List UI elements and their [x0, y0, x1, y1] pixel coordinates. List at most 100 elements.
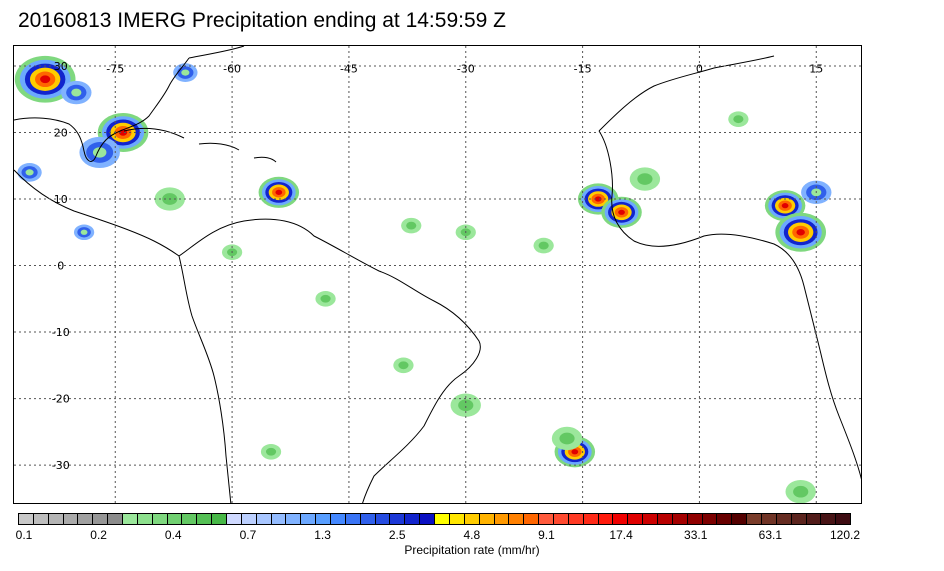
north-america-coast	[14, 57, 190, 162]
latitude-label: -30	[52, 459, 70, 472]
colorbar-swatch	[613, 514, 629, 524]
colorbar-swatch	[375, 514, 391, 524]
colorbar-swatch	[539, 514, 554, 524]
colorbar-tick-label: 33.1	[684, 528, 708, 542]
precipitation-cell	[571, 449, 579, 455]
colorbar-swatch	[152, 514, 168, 524]
central-america-coast	[14, 169, 180, 257]
map-title: 20160813 IMERG Precipitation ending at 1…	[18, 9, 506, 32]
colorbar-swatch	[405, 514, 421, 524]
colorbar-swatch	[628, 514, 644, 524]
colorbar-swatch	[464, 514, 480, 524]
colorbar-swatch	[167, 514, 183, 524]
colorbar-tick-label: 120.2	[829, 528, 861, 542]
colorbar	[18, 513, 851, 525]
longitude-label: 15	[809, 63, 823, 76]
precipitation-cell	[40, 75, 51, 84]
colorbar-swatch	[241, 514, 257, 524]
colorbar-swatch	[137, 514, 153, 524]
latitude-label: 0	[57, 260, 64, 273]
africa-coast	[598, 130, 861, 480]
longitude-label: -45	[340, 63, 358, 76]
colorbar-tick-label: 63.1	[758, 528, 783, 542]
colorbar-swatch	[747, 514, 762, 524]
colorbar-swatch	[553, 514, 569, 524]
latitude-label: -20	[52, 393, 70, 406]
colorbar-tick-label: 0.4	[164, 528, 182, 542]
precipitation-cell	[398, 361, 409, 370]
colorbar-tick-label: 17.4	[609, 528, 633, 542]
precipitation-cell	[458, 399, 474, 412]
colorbar-swatch	[390, 514, 406, 524]
precipitation-layer	[14, 55, 832, 503]
precipitation-cell	[538, 241, 549, 250]
colorbar-swatch	[197, 514, 213, 524]
colorbar-tick-label: 2.5	[388, 528, 406, 542]
colorbar-swatch	[93, 514, 109, 524]
precipitation-map: -75 -60 -45 -30 -15 0 15 30 20 10 0 -10 -20 -30	[13, 45, 862, 504]
precipitation-cell	[637, 173, 653, 185]
graticule	[14, 46, 861, 503]
precipitation-cell	[71, 88, 82, 97]
colorbar-swatch	[643, 514, 658, 524]
map-canvas: -75 -60 -45 -30 -15 0 15 30 20 10 0 -10 -20 -30	[14, 46, 861, 503]
colorbar-swatch	[761, 514, 777, 524]
colorbar-swatch	[271, 514, 287, 524]
precipitation-cell	[793, 485, 809, 498]
colorbar-swatch	[286, 514, 302, 524]
south-america-west-coast	[178, 255, 232, 503]
colorbar-swatch	[717, 514, 733, 524]
precipitation-cell	[320, 294, 331, 303]
precipitation-cell	[733, 115, 744, 124]
latitude-label: 10	[54, 193, 68, 206]
colorbar-swatch	[435, 514, 450, 524]
precipitation-cell	[25, 169, 34, 176]
colorbar-swatch	[791, 514, 807, 524]
precipitation-cell	[265, 447, 277, 456]
colorbar-swatch	[702, 514, 718, 524]
colorbar-swatch	[316, 514, 332, 524]
colorbar-swatch	[345, 514, 361, 524]
south-america-coast	[178, 218, 481, 503]
colorbar-swatch	[836, 514, 851, 524]
colorbar-tick-label: 0.7	[239, 528, 257, 542]
latitude-label: 30	[54, 60, 68, 73]
latitude-label: 20	[54, 126, 68, 139]
colorbar-swatch	[806, 514, 822, 524]
colorbar-swatch	[360, 514, 376, 524]
colorbar-swatch	[227, 514, 242, 524]
colorbar-swatch	[108, 514, 124, 524]
colorbar-tick-label: 9.1	[538, 528, 555, 542]
colorbar-swatch	[33, 514, 49, 524]
colorbar-swatch	[732, 514, 748, 524]
colorbar-swatch	[19, 514, 34, 524]
precipitation-cell	[80, 229, 88, 235]
coastlines-layer	[14, 46, 861, 503]
longitude-label: -75	[106, 63, 124, 76]
colorbar-ticks: 0.1 0.2 0.4 0.7 1.3 2.5 4.8 9.1 17.4 33.1 63.1 120.…	[0, 528, 944, 544]
iberia-coast	[598, 55, 775, 132]
colorbar-swatch	[494, 514, 510, 524]
colorbar-swatch	[449, 514, 465, 524]
longitude-label: -30	[457, 63, 475, 76]
longitude-label: -15	[574, 63, 592, 76]
latitude-label: -10	[52, 326, 70, 339]
precipitation-cell	[559, 432, 575, 445]
colorbar-swatch	[182, 514, 198, 524]
colorbar-swatch	[301, 514, 317, 524]
colorbar-swatch	[78, 514, 94, 524]
colorbar-swatch	[598, 514, 614, 524]
caribbean-islands-coast	[123, 127, 277, 163]
colorbar-swatch	[63, 514, 79, 524]
colorbar-tick-label: 0.1	[15, 528, 33, 542]
colorbar-swatch	[509, 514, 525, 524]
graticule-labels: -75 -60 -45 -30 -15 0 15 30 20 10 0 -10 -20 -30	[52, 60, 824, 472]
precipitation-cell	[275, 189, 283, 195]
colorbar-swatch	[821, 514, 837, 524]
colorbar-swatch	[687, 514, 703, 524]
longitude-label: -60	[223, 63, 241, 76]
precipitation-cell	[618, 209, 625, 215]
colorbar-label: Precipitation rate (mm/hr)	[404, 543, 540, 557]
colorbar-swatch	[48, 514, 64, 524]
colorbar-swatch	[331, 514, 346, 524]
